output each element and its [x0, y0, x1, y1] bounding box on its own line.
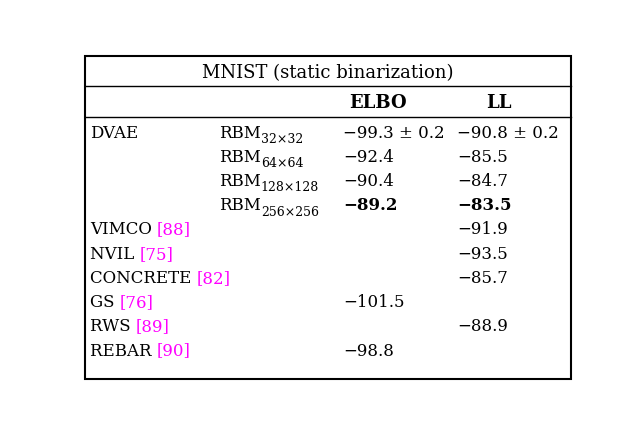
- Text: RBM: RBM: [219, 197, 260, 214]
- Text: [75]: [75]: [140, 245, 173, 262]
- Text: [90]: [90]: [157, 342, 191, 359]
- Text: −90.4: −90.4: [343, 172, 394, 190]
- Text: 32×32: 32×32: [260, 132, 303, 145]
- Text: REBAR: REBAR: [90, 342, 157, 359]
- Text: [88]: [88]: [157, 221, 191, 238]
- Text: RBM: RBM: [219, 172, 260, 190]
- Text: [82]: [82]: [196, 269, 230, 286]
- Text: CONCRETE: CONCRETE: [90, 269, 196, 286]
- Text: MNIST (static binarization): MNIST (static binarization): [202, 64, 454, 82]
- Text: RBM: RBM: [219, 148, 260, 166]
- Text: −84.7: −84.7: [457, 172, 508, 190]
- Text: VIMCO: VIMCO: [90, 221, 157, 238]
- Text: −85.5: −85.5: [457, 148, 508, 166]
- Text: −98.8: −98.8: [343, 342, 394, 359]
- Text: [89]: [89]: [136, 318, 170, 335]
- Text: −88.9: −88.9: [457, 318, 508, 335]
- Text: −92.4: −92.4: [343, 148, 394, 166]
- Text: DVAE: DVAE: [90, 124, 138, 141]
- Text: [76]: [76]: [120, 293, 154, 310]
- Text: LL: LL: [486, 94, 512, 112]
- Text: −99.3 ± 0.2: −99.3 ± 0.2: [343, 124, 445, 141]
- Text: ELBO: ELBO: [349, 94, 406, 112]
- Text: −83.5: −83.5: [457, 197, 511, 214]
- Text: RBM: RBM: [219, 124, 260, 141]
- Text: NVIL: NVIL: [90, 245, 140, 262]
- Text: −90.8 ± 0.2: −90.8 ± 0.2: [457, 124, 559, 141]
- Text: −93.5: −93.5: [457, 245, 508, 262]
- Text: 64×64: 64×64: [260, 157, 303, 170]
- Text: GS: GS: [90, 293, 120, 310]
- Text: −89.2: −89.2: [343, 197, 397, 214]
- Text: −101.5: −101.5: [343, 293, 404, 310]
- Text: −85.7: −85.7: [457, 269, 508, 286]
- Text: RWS: RWS: [90, 318, 136, 335]
- Text: −91.9: −91.9: [457, 221, 508, 238]
- Text: 128×128: 128×128: [260, 181, 319, 194]
- Text: 256×256: 256×256: [260, 205, 319, 218]
